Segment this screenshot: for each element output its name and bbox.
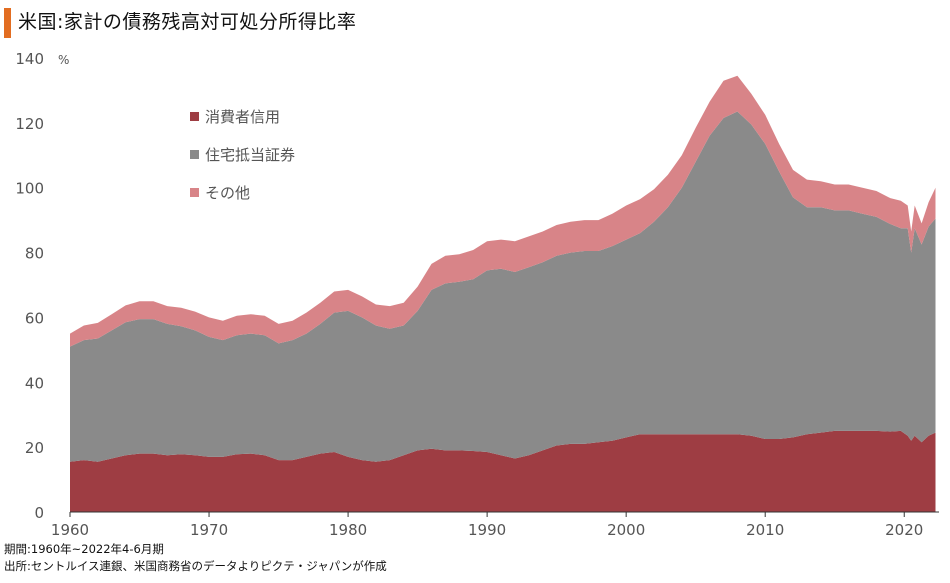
y-tick-label: 40 [25, 374, 44, 392]
legend-label: 住宅抵当証券 [205, 146, 295, 164]
chart-title: 米国:家計の債務残高対可処分所得比率 [18, 11, 357, 33]
x-tick-label: 1990 [468, 521, 506, 539]
x-tick-label: 2020 [885, 521, 923, 539]
x-tick-label: 1970 [190, 521, 228, 539]
x-tick-label: 1960 [51, 521, 89, 539]
legend-swatch [190, 112, 199, 121]
chart-areas [70, 75, 936, 512]
legend-label: その他 [205, 184, 250, 202]
y-unit-label: % [58, 53, 69, 67]
y-tick-label: 20 [25, 439, 44, 457]
area-series-3 [70, 75, 936, 347]
period-note: 期間:1960年~2022年4-6月期 [4, 542, 164, 556]
legend-swatch [190, 150, 199, 159]
area-series-2 [70, 111, 936, 462]
y-tick-label: 0 [34, 504, 44, 522]
x-tick-label: 2010 [746, 521, 784, 539]
chart-axes: 1960 1970 1980 1990 2000 2010 2020 0 20 40 60 80 100… [15, 50, 939, 539]
y-tick-label: 60 [25, 309, 44, 327]
legend-label: 消費者信用 [205, 108, 280, 126]
title-accent-bar [4, 8, 11, 38]
y-tick-label: 120 [15, 115, 44, 133]
x-tick-label: 1980 [329, 521, 367, 539]
y-tick-label: 100 [15, 180, 44, 198]
legend-swatch [190, 188, 199, 197]
x-tick-label: 2000 [607, 521, 645, 539]
area-series-1 [70, 430, 936, 512]
y-tick-label: 140 [15, 50, 44, 68]
source-note: 出所:セントルイス連銀、米国商務省のデータよりピクテ・ジャパンが作成 [4, 559, 387, 573]
y-tick-label: 80 [25, 245, 44, 263]
